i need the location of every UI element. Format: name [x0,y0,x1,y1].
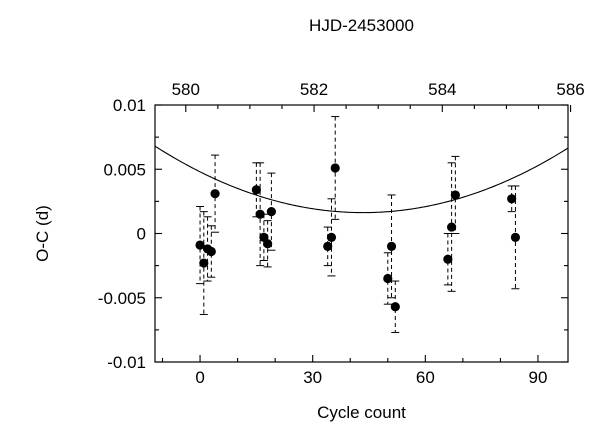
data-point [386,241,397,251]
data-point [450,190,460,200]
bottom-axis-title: Cycle count [317,403,406,422]
x-tick-label: 0 [195,368,204,387]
data-point [447,222,457,232]
x-tick-label: 30 [303,368,322,387]
y-axis-title: O-C (d) [33,205,52,262]
x2-tick-label: 580 [172,80,200,99]
data-point [195,240,205,250]
data-point [210,189,220,199]
y-tick-label: 0.005 [103,160,146,179]
data-point [510,232,521,242]
error-bars-layer [196,116,520,333]
x2-tick-label: 586 [556,80,584,99]
ticks-layer [155,104,572,363]
y-tick-label: 0.01 [113,96,146,115]
data-point [383,273,393,284]
data-point [251,185,261,195]
data-point [199,258,209,268]
y-tick-label: -0.005 [98,289,146,308]
y-tick-label: -0.01 [107,353,146,372]
data-point [323,241,333,251]
plot-frame [154,104,569,363]
top-axis-title: HJD-2453000 [309,16,414,35]
data-point [326,232,337,242]
data-point [255,209,265,219]
x-tick-label: 90 [529,368,548,387]
fit-curve-layer [154,145,569,214]
data-point [263,239,273,249]
y-tick-label: 0 [137,225,146,244]
x2-tick-label: 582 [300,80,328,99]
data-point [390,302,400,312]
data-points-layer [195,163,521,312]
data-point [330,163,340,173]
x-tick-label: 60 [416,368,435,387]
data-point [266,207,276,217]
data-point [443,254,453,264]
data-point [206,246,216,257]
data-point [507,194,517,204]
fit-curve [154,145,569,214]
x2-tick-label: 584 [428,80,456,99]
